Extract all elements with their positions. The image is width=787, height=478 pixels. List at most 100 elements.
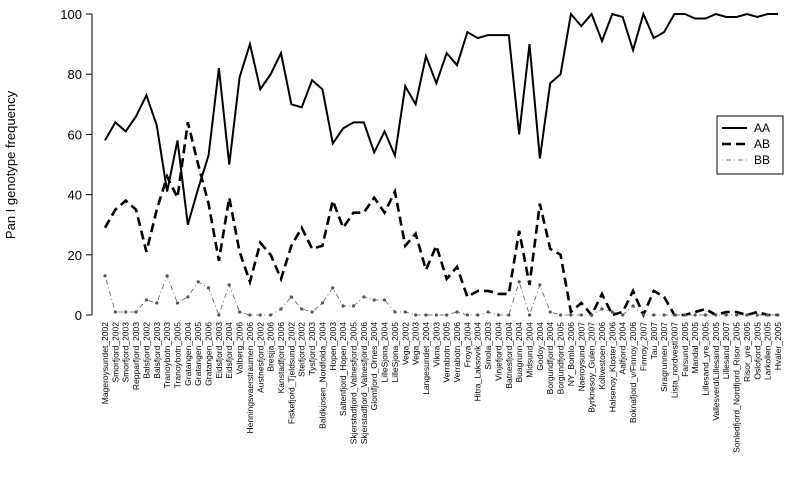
series-point <box>269 313 273 317</box>
series-point <box>331 286 335 290</box>
series-point <box>496 313 501 317</box>
series-point <box>113 310 117 314</box>
x-tick-label: Aalfjord_2004 <box>618 322 628 375</box>
series-point <box>434 313 438 317</box>
series-point <box>217 313 221 317</box>
x-tick-label: Eidsfjord_2004 <box>224 322 234 379</box>
x-tick-label: Risor_yre_2005 <box>742 322 752 382</box>
x-tick-label: Farsund_2005 <box>680 322 690 377</box>
series-point <box>103 274 107 278</box>
x-tick-label: Halsenoy_Kloster_2006 <box>607 322 617 413</box>
x-tick-label: Smola_2003 <box>483 322 493 370</box>
x-tick-label: Lista_nordvestl2007 <box>669 322 679 398</box>
x-tick-label: Valberg_2006 <box>235 322 245 375</box>
series-point <box>155 301 159 305</box>
series-point <box>465 313 469 317</box>
series-point <box>351 304 356 308</box>
series-point <box>196 280 200 284</box>
y-tick-label: 20 <box>68 248 82 263</box>
x-tick-label: Naeroysund_2007 <box>576 322 586 392</box>
x-tick-label: Baldkjosen_Nordfolda_2004 <box>317 322 327 429</box>
x-tick-label: Vega_2002 <box>400 322 410 365</box>
series-point <box>548 310 552 314</box>
series-point <box>600 307 604 311</box>
x-tick-label: Balsfjord_2003 <box>152 322 162 379</box>
series-point <box>724 313 728 317</box>
series-point <box>227 283 231 287</box>
series-point <box>372 298 376 302</box>
x-tick-label: Gratangen_2004 <box>183 322 193 386</box>
series-point <box>476 313 480 317</box>
legend-label: AA <box>754 121 770 135</box>
x-tick-label: Smorfjord_2002 <box>110 322 120 383</box>
series-point <box>238 310 242 314</box>
series-point <box>403 310 407 314</box>
series-point <box>652 313 656 317</box>
series-point <box>755 313 759 317</box>
x-tick-label: Tranoybotn_2003 <box>162 322 172 389</box>
x-tick-label: Mageroysundet_2002 <box>100 322 110 405</box>
series-point <box>569 313 573 317</box>
series-point <box>414 313 418 317</box>
series-line <box>103 122 778 319</box>
x-tick-label: Skjerstadfjord_Valnesfjord_2006 <box>359 322 369 444</box>
x-tick-label: Smorfjord_2003 <box>121 322 131 383</box>
series-point <box>258 313 262 317</box>
y-axis-label: Pan I genotype frequency <box>3 90 18 239</box>
x-tick-label: Sonledfjord_Nordfjord_Risor_2005 <box>732 322 742 453</box>
series-point <box>631 304 635 308</box>
x-tick-label: LilleSjona_2004 <box>380 322 390 383</box>
series-point <box>248 313 252 317</box>
series-point <box>538 283 542 287</box>
series-point <box>621 313 625 317</box>
x-tick-label: Balsfjord_2002 <box>141 322 151 379</box>
x-tick-label: Steifjord_2002 <box>297 322 307 377</box>
x-tick-label: Fiskefjord_Tjeldsund_2002 <box>286 322 296 424</box>
series-point <box>206 286 211 290</box>
series-point <box>165 274 169 278</box>
series-point <box>175 301 180 305</box>
series-line <box>104 11 778 225</box>
x-tick-label: Godoy_2004 <box>535 322 545 371</box>
x-tick-label: Vinjefjord_2004 <box>493 322 503 381</box>
series-point <box>289 295 293 299</box>
x-tick-label: Verrabotn_2005 <box>442 322 452 383</box>
series-point <box>382 298 387 302</box>
legend-label: BB <box>754 153 770 167</box>
x-tick-label: Borgundfjord_2004 <box>545 322 555 395</box>
x-tick-label: Tranoybotn_2005 <box>172 322 182 389</box>
x-tick-label: Lillesand_2007 <box>721 322 731 379</box>
series-point <box>341 304 345 308</box>
x-tick-label: Tysfjord_2003 <box>307 322 317 376</box>
x-tick-label: Vega_2003 <box>411 322 421 365</box>
x-tick-label: Saltenfjord_Hopen_2004 <box>338 322 348 416</box>
series-point <box>144 298 149 302</box>
series-point <box>362 295 366 299</box>
x-tick-label: Tau_2007 <box>649 322 659 360</box>
series-point <box>134 310 138 314</box>
x-tick-label: Austnesfjord_2002 <box>255 322 265 393</box>
x-tick-label: Borgundfjord_2005 <box>556 322 566 395</box>
series-point <box>507 313 511 317</box>
x-tick-label: Boknafjord_v/Finnoy_2006 <box>628 322 638 423</box>
x-tick-label: LilleSjona_2005 <box>390 322 400 383</box>
x-tick-label: Vikna_2003 <box>431 322 441 367</box>
x-tick-label: Mandal_2005 <box>690 322 700 374</box>
series-point <box>393 310 397 314</box>
x-tick-label: Kollvestoen_2006 <box>597 322 607 390</box>
x-tick-label: Repparfjord_2003 <box>131 322 141 390</box>
x-tick-label: Finnoy_2007 <box>638 322 648 371</box>
series-point <box>124 310 128 314</box>
x-tick-label: Vallesverd/Lillesand_2005 <box>711 322 721 421</box>
series-line <box>104 274 778 317</box>
series-point <box>703 313 708 317</box>
series-point <box>300 307 304 311</box>
series-point <box>445 313 449 317</box>
x-tick-label: NY_Bomlo_2006 <box>566 322 576 387</box>
x-tick-label: Byrknesoy_Gulen_2007 <box>587 322 597 413</box>
x-tick-label: Kanstadfjord_2006 <box>276 322 286 394</box>
x-tick-label: Glomfjord_Ornes_2004 <box>369 322 379 411</box>
x-tick-label: Verrabotn_2006 <box>452 322 462 383</box>
y-tick-label: 0 <box>75 308 82 323</box>
